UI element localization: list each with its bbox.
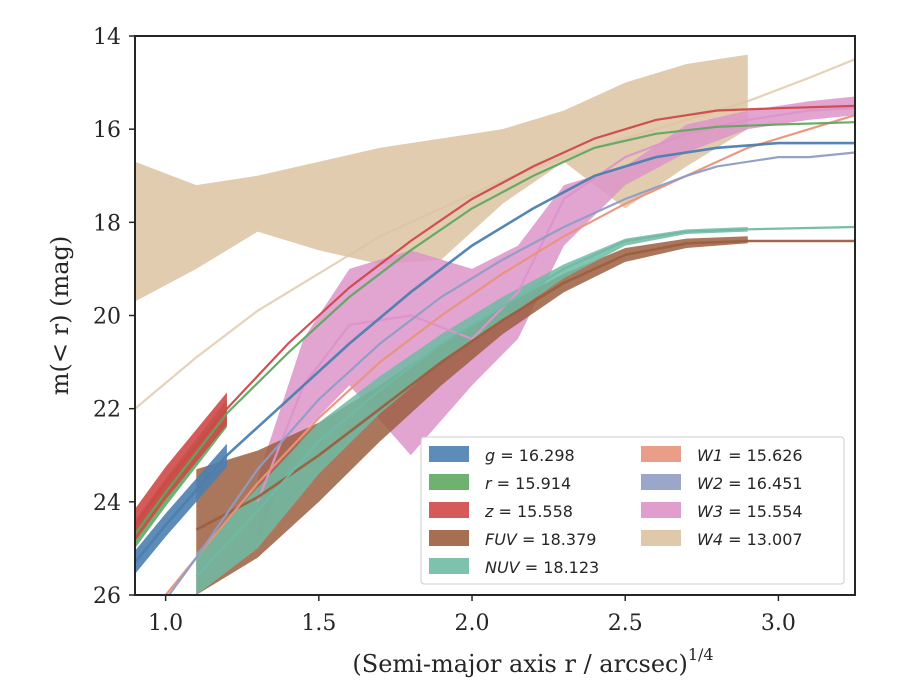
y-tick-label: 20 — [93, 305, 121, 330]
line-w3 — [256, 107, 855, 503]
band-w4 — [135, 54, 748, 302]
line-fuv — [195, 239, 855, 531]
line-g — [135, 141, 855, 564]
legend-swatch-w2 — [641, 474, 681, 490]
y-axis-label: m(< r) (mag) — [46, 236, 74, 395]
legend-swatch-w3 — [641, 502, 681, 518]
y-tick-label: 16 — [93, 118, 121, 143]
x-tick-label: 3.0 — [761, 611, 796, 636]
y-tick-label: 26 — [93, 584, 121, 609]
legend-swatch-z — [429, 502, 469, 518]
y-tick-label: 18 — [93, 211, 121, 236]
x-axis-label-superscript: 1/4 — [688, 645, 714, 664]
legend-label-w3: W3 = 15.554 — [697, 502, 803, 521]
line-r — [135, 121, 855, 536]
series-lines — [135, 58, 855, 595]
legend-swatch-w4 — [641, 530, 681, 546]
x-tick-label: 1.0 — [148, 611, 183, 636]
legend-swatch-fuv — [429, 530, 469, 546]
legend-label-w4: W4 = 13.007 — [697, 530, 803, 549]
band-fuv — [196, 236, 748, 595]
legend-label-z: z = 15.558 — [484, 502, 573, 521]
legend-frame — [420, 436, 845, 585]
legend-label-g: g = 16.298 — [485, 446, 575, 465]
x-tick-label: 1.5 — [301, 611, 336, 636]
legend-label-w2: W2 = 16.451 — [697, 474, 803, 493]
line-nuv — [195, 225, 855, 578]
line-w4 — [135, 58, 855, 410]
legend-label-nuv: NUV = 18.123 — [485, 558, 599, 577]
line-z — [135, 104, 855, 526]
legend-swatch-g — [429, 446, 469, 462]
y-axis-ticks: 14 16 18 20 22 24 26 — [93, 25, 135, 609]
x-axis-label-main: (Semi-major axis r / arcsec) — [352, 650, 687, 678]
legend-label-w1: W1 = 15.626 — [697, 446, 803, 465]
x-tick-label: 2.0 — [455, 611, 490, 636]
legend-label-fuv: FUV = 18.379 — [485, 530, 596, 549]
legend-swatch-w1 — [641, 446, 681, 462]
legend: g = 16.298 r = 15.914 z = 15.558 FUV = 18.3… — [420, 436, 845, 585]
y-tick-label: 14 — [93, 25, 121, 50]
y-tick-label: 24 — [93, 491, 121, 516]
legend-label-r: r = 15.914 — [485, 474, 571, 493]
line-w2 — [167, 151, 855, 595]
x-axis-ticks: 1.0 1.5 2.0 2.5 3.0 — [148, 595, 796, 636]
legend-swatch-r — [429, 474, 469, 490]
band-w3 — [257, 96, 855, 540]
line-w1 — [164, 114, 855, 595]
x-axis-label: (Semi-major axis r / arcsec)1/4 — [352, 645, 713, 678]
y-tick-label: 22 — [93, 398, 121, 423]
legend-swatch-nuv — [429, 558, 469, 574]
x-tick-label: 2.5 — [608, 611, 643, 636]
